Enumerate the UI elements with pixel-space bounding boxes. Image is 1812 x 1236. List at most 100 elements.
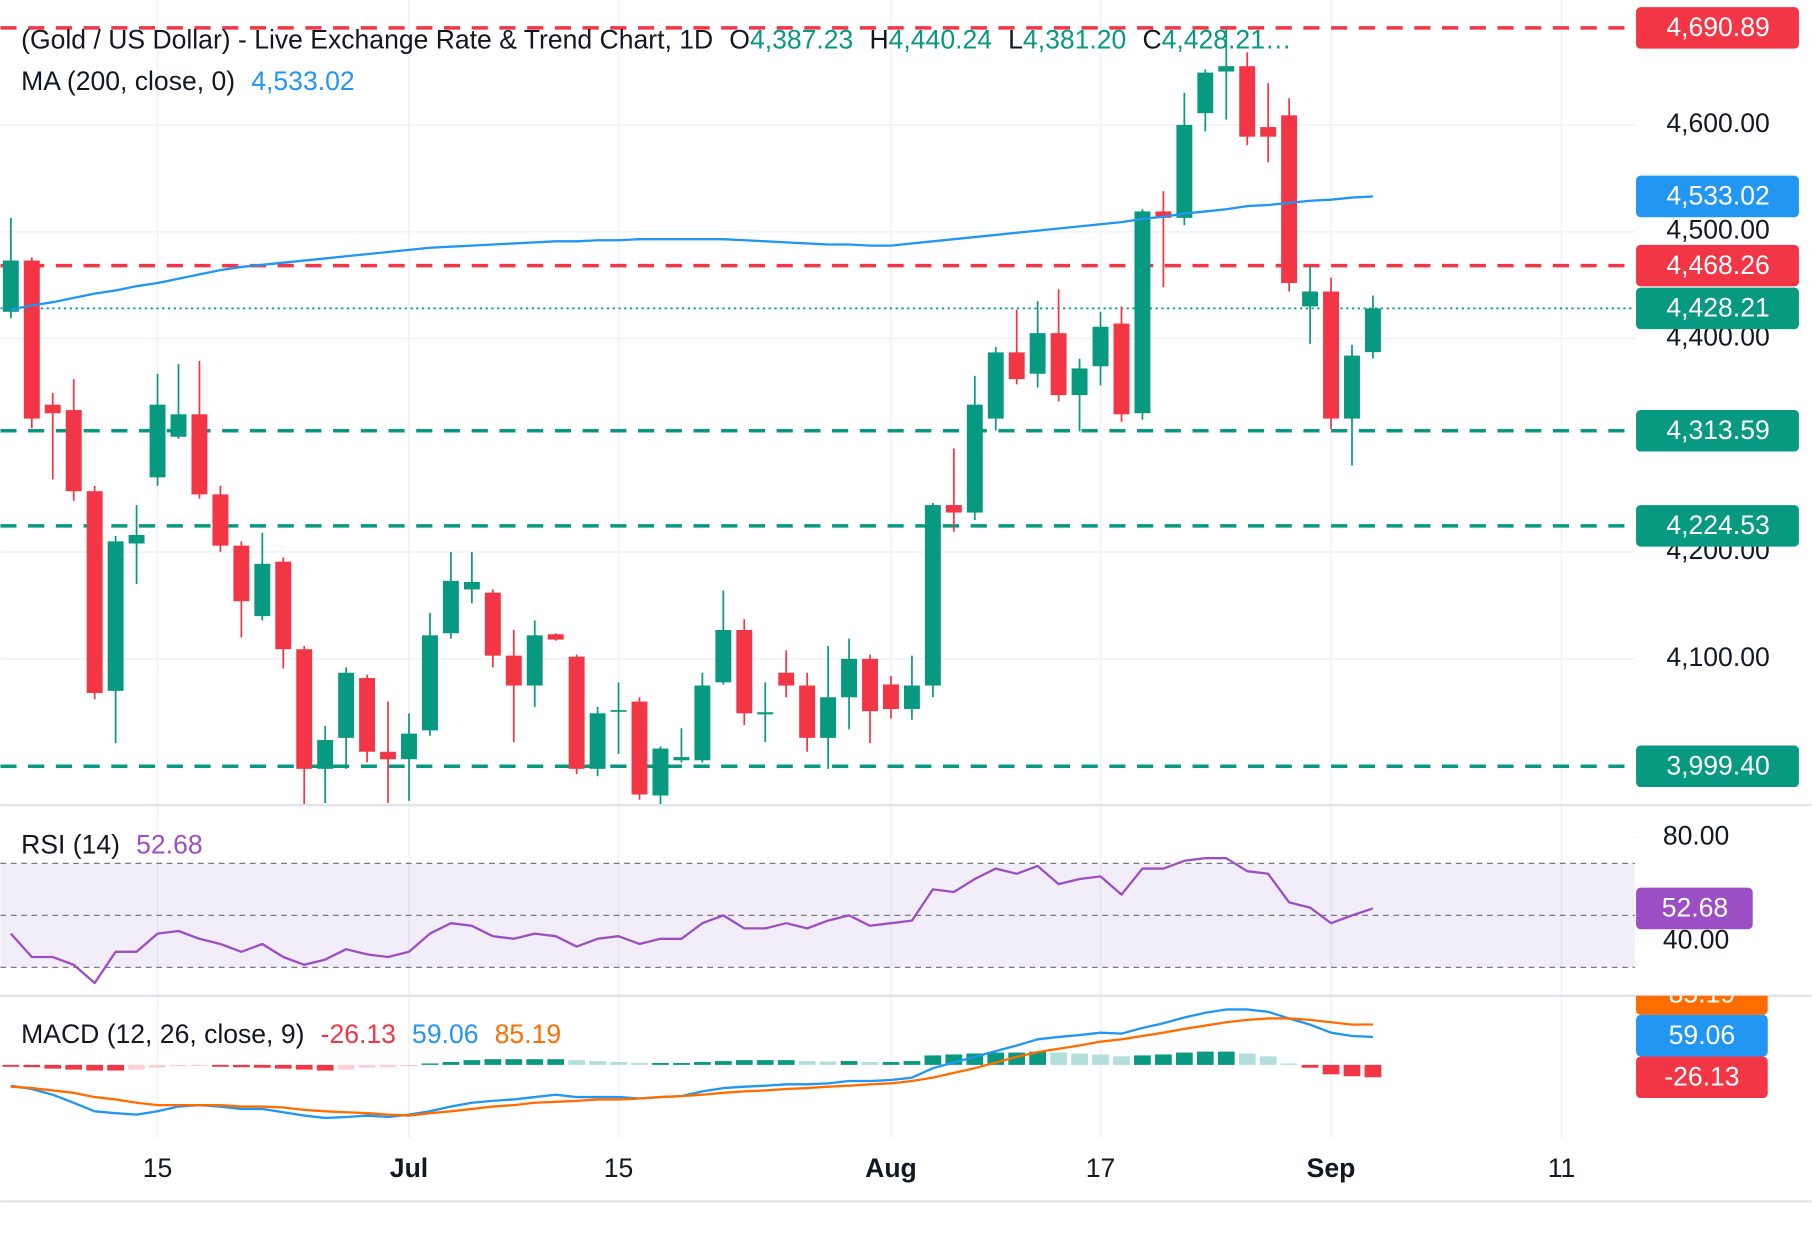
candle-body xyxy=(1176,124,1193,218)
legend-item: 59.06 xyxy=(412,1019,478,1049)
candle-body xyxy=(107,541,124,691)
histogram-bar xyxy=(526,1059,544,1065)
rsi-label-text: 52.68 xyxy=(1662,893,1728,923)
histogram-bar xyxy=(1071,1053,1088,1065)
ma-label-text: 4,533.02 xyxy=(1666,181,1769,211)
y-tick-label: 4,100.00 xyxy=(1666,642,1769,672)
legends: (Gold / US Dollar) - Live Exchange Rate … xyxy=(21,25,1291,1050)
histogram-bar xyxy=(316,1064,334,1071)
histogram-bar xyxy=(610,1062,627,1065)
histogram-bar xyxy=(1196,1051,1214,1065)
legend-item: RSI (14) xyxy=(21,830,120,860)
level-label-text: 4,313.59 xyxy=(1666,415,1769,445)
histogram-bar xyxy=(463,1060,481,1065)
y-tick-label: 4,600.00 xyxy=(1666,108,1769,138)
legend-item: 4,428.21… xyxy=(1162,25,1292,55)
y-tick-label: 4,500.00 xyxy=(1666,215,1769,245)
candle-body xyxy=(1281,115,1298,283)
candle-body xyxy=(23,260,40,419)
ma-label-box xyxy=(1636,175,1799,218)
candle-body xyxy=(526,635,543,686)
histogram-bar xyxy=(945,1054,963,1065)
histogram-bar xyxy=(714,1061,732,1065)
histogram-bar xyxy=(337,1064,355,1070)
candle-body xyxy=(191,414,208,495)
macd-pane xyxy=(2,1008,1382,1120)
rsi-line xyxy=(9,857,1374,985)
candle-body xyxy=(883,684,899,710)
level-label-box xyxy=(1636,244,1799,287)
histogram-bar xyxy=(798,1061,816,1065)
histogram-bar xyxy=(44,1064,62,1069)
candle-body xyxy=(1092,326,1109,367)
histogram-bar xyxy=(1280,1063,1298,1065)
level-label-text: 4,690.89 xyxy=(1666,12,1769,42)
histogram-bar xyxy=(673,1062,690,1065)
histogram-bar xyxy=(23,1064,41,1068)
grid xyxy=(0,0,1635,1138)
level-label-text: 4,224.53 xyxy=(1666,510,1769,540)
candle-body xyxy=(1364,308,1381,353)
histogram-label-text: -26.13 xyxy=(1664,1061,1739,1091)
signal-line xyxy=(10,1017,1373,1117)
legend-item: C xyxy=(1142,25,1161,55)
price-pane xyxy=(0,26,1635,806)
candle-body xyxy=(945,505,962,513)
histogram-bar xyxy=(966,1053,984,1065)
ma-line xyxy=(10,195,1374,311)
candle-body xyxy=(86,491,103,694)
legend: MACD (12, 26, close, 9) -26.13 59.06 85.19 xyxy=(21,1019,561,1049)
histogram-bar xyxy=(232,1064,250,1068)
x-tick-label: 15 xyxy=(604,1153,634,1183)
histogram-bar xyxy=(212,1064,229,1067)
candle-body xyxy=(401,733,417,760)
candle-body xyxy=(359,678,376,752)
histogram-bar xyxy=(274,1064,292,1069)
candle-body xyxy=(966,404,983,513)
candle-body xyxy=(149,404,166,478)
candle-body xyxy=(442,580,459,634)
candle-body xyxy=(631,701,648,795)
candle-body xyxy=(1050,333,1067,396)
candle-body xyxy=(757,712,774,715)
candle-body xyxy=(1323,291,1340,419)
histogram-bar xyxy=(1343,1064,1361,1077)
legend-item: O xyxy=(729,25,750,55)
histogram-bar xyxy=(756,1060,774,1065)
candle-body xyxy=(338,672,355,738)
candle-body xyxy=(505,655,522,686)
signal-label-text: 85.19 xyxy=(1669,978,1735,1008)
candle-body xyxy=(862,658,878,712)
level-label-text: 4,468.26 xyxy=(1666,250,1769,280)
histogram-bar xyxy=(1259,1056,1277,1065)
histogram-bar xyxy=(819,1061,837,1065)
candle-body xyxy=(778,672,795,686)
candle-body xyxy=(820,697,837,738)
price-labels: 4,690.89 4,468.26 4,428.21 4,313.59 4,224.53… xyxy=(1636,7,1799,788)
macd-label-box xyxy=(1636,1014,1768,1057)
candle-body xyxy=(170,414,187,437)
histogram-bar xyxy=(1134,1055,1151,1065)
candle-body xyxy=(484,592,501,656)
histogram-bar xyxy=(295,1064,313,1070)
candle-body xyxy=(1134,211,1151,414)
x-tick-label: Aug xyxy=(865,1153,917,1183)
candle-body xyxy=(2,260,19,312)
histogram-bar xyxy=(400,1064,418,1067)
candle-body xyxy=(1155,211,1172,218)
candle-body xyxy=(673,757,690,761)
rsi-pane: 52.68 xyxy=(0,836,1753,985)
histogram-bar xyxy=(86,1064,104,1071)
candle-body xyxy=(652,748,669,796)
level-label-box xyxy=(1636,745,1799,788)
histogram-bar xyxy=(631,1062,648,1065)
legend-item: 52.68 xyxy=(136,830,202,860)
candle-body xyxy=(589,713,606,769)
level-label-box xyxy=(1636,287,1799,330)
legend-item: 85.19 xyxy=(495,1019,561,1049)
candle-body xyxy=(924,505,941,686)
histogram-label-box xyxy=(1636,1056,1768,1099)
histogram-bar xyxy=(568,1060,586,1065)
